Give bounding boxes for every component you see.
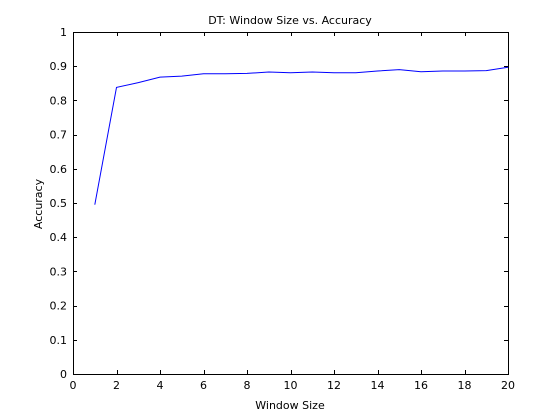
x-tick-label: 14	[371, 379, 385, 392]
x-tick-label: 18	[458, 379, 472, 392]
y-axis-ticks: 0 0.1 0.2 0.3 0.4 0.5 0.6 0.7 0.8 0.9 1	[50, 26, 508, 381]
x-tick-label: 10	[284, 379, 298, 392]
x-tick-label: 4	[157, 379, 164, 392]
y-tick-label: 0.6	[50, 163, 68, 176]
x-tick-label: 20	[501, 379, 515, 392]
x-tick-label: 6	[200, 379, 207, 392]
y-tick-label: 0.2	[50, 300, 68, 313]
x-tick-label: 12	[327, 379, 341, 392]
chart-title: DT: Window Size vs. Accuracy	[208, 14, 372, 27]
y-tick-label: 0.8	[50, 94, 68, 107]
x-tick-label: 8	[244, 379, 251, 392]
x-axis-title: Window Size	[255, 399, 325, 412]
x-axis-ticks: 0 2 4 6 8 10 12 14 16 18 20	[70, 32, 515, 392]
series-layer	[94, 66, 509, 205]
y-tick-label: 0.3	[50, 265, 68, 278]
y-tick-label: 0.7	[50, 129, 68, 142]
series-line	[94, 66, 509, 205]
y-tick-label: 0.1	[50, 334, 68, 347]
y-tick-label: 0	[60, 368, 67, 381]
axes	[73, 32, 509, 375]
y-axis-title: Accuracy	[32, 178, 45, 229]
y-tick-label: 0.9	[50, 60, 68, 73]
y-tick-label: 0.5	[50, 197, 68, 210]
y-tick-label: 0.4	[50, 231, 68, 244]
y-tick-label: 1	[60, 26, 67, 39]
plot-frame	[73, 32, 509, 375]
x-tick-label: 2	[113, 379, 120, 392]
x-tick-label: 0	[70, 379, 77, 392]
x-tick-label: 16	[414, 379, 428, 392]
